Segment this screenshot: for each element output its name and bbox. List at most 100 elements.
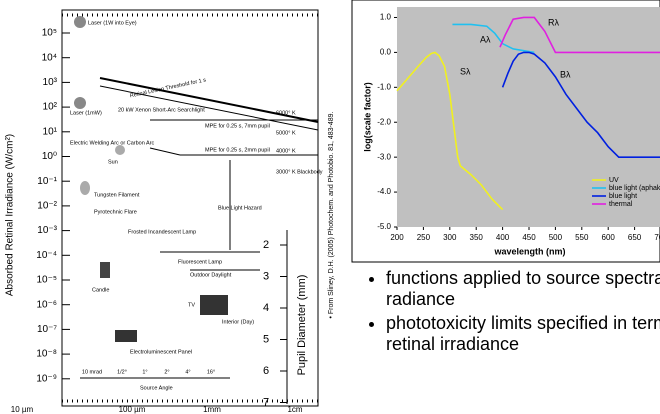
y-tick-label: -3.0	[377, 152, 391, 161]
x-tick-label: 350	[470, 233, 484, 242]
x-tick-label: 300	[443, 233, 457, 242]
y-tick-label: 10⁵	[42, 28, 57, 39]
series-line	[452, 23, 535, 54]
bullets: functions applied to source spectral rad…	[366, 268, 660, 358]
pupil-tick-label: 5	[263, 333, 269, 345]
y-tick-label: 10⁻⁹	[36, 373, 57, 384]
x-tick-label: 550	[575, 233, 589, 242]
figure-label: Electric Welding Arc or Carbon Arc	[70, 140, 155, 146]
figure-label: Fluorescent Lamp	[178, 259, 222, 265]
x-tick-label: 600	[602, 233, 616, 242]
icon	[74, 16, 86, 28]
y-tick-label: 10⁻⁴	[36, 250, 57, 261]
angle-label: 2°	[164, 369, 169, 375]
figure-label: MPE for 0.25 s, 2mm pupil	[205, 147, 270, 153]
pupil-tick-label: 4	[263, 302, 269, 314]
icon	[200, 295, 228, 315]
figure-label: Laser (1mW)	[70, 110, 102, 116]
citation: • From Sliney, D.H. (2005) Photochem. an…	[328, 111, 335, 318]
pupil-tick-label: 7	[263, 396, 269, 408]
figure-label: 6000° K	[276, 110, 296, 116]
icon	[80, 181, 90, 195]
pupil-tick-label: 2	[263, 239, 269, 251]
legend-label: thermal	[609, 201, 633, 208]
y-tick-label: 10⁻⁷	[37, 324, 57, 335]
figure-label: 3000° K Blackbody	[276, 169, 323, 175]
angle-label: 1°	[142, 369, 147, 375]
bullet: phototoxicity limits specified in terms …	[386, 313, 660, 355]
figure-label: TV	[188, 302, 195, 308]
figure-label: Outdoor Daylight	[190, 272, 232, 278]
y-tick-label: -2.0	[377, 117, 391, 126]
angle-label: 10 mrad	[82, 369, 102, 375]
y-tick-label: 0.0	[380, 48, 392, 57]
pupil-label: Pupil Diameter (mm)	[296, 275, 308, 376]
x-axis-label: wavelength (nm)	[493, 246, 565, 256]
icon	[100, 262, 110, 278]
legend-label: UV	[609, 177, 619, 184]
y-tick-label: 1.0	[380, 13, 392, 22]
x-tick-label: 500	[549, 233, 563, 242]
figure-label: Sun	[108, 159, 118, 165]
y-tick-label: -1.0	[377, 82, 391, 91]
figure-label: Laser (1W into Eye)	[88, 20, 137, 26]
icon	[74, 97, 86, 109]
figure-label: Interior (Day)	[222, 319, 254, 325]
threshold-line	[99, 85, 319, 131]
figure-label: Electroluminescent Panel	[130, 349, 192, 355]
curve-tag: Rλ	[548, 17, 559, 27]
x-tick-label: 700	[654, 233, 660, 242]
series-line	[499, 16, 660, 54]
figure-frame	[61, 9, 319, 407]
y-tick-label: 10⁻⁸	[36, 349, 57, 360]
figure-label: 4000° K	[276, 148, 296, 154]
y-tick-label: 10⁻⁵	[36, 275, 57, 286]
curve-tag: Aλ	[480, 34, 491, 44]
legend-label: blue light (aphakic)	[609, 185, 660, 192]
y-tick-label: 10³	[43, 77, 58, 88]
y-tick-label: 10⁻¹	[37, 176, 57, 187]
y-tick-label: 10¹	[43, 126, 58, 137]
figure-label: Source Angle	[140, 385, 173, 391]
x-tick-label: 650	[628, 233, 642, 242]
figure-label: Blue Light Hazard	[218, 205, 262, 211]
x-tick-label: 100 µm	[119, 405, 146, 414]
curve-tag: Bλ	[560, 69, 571, 79]
figure-label: Pyrotechnic Flare	[94, 209, 137, 215]
series-line	[396, 51, 504, 211]
x-tick-label: 450	[522, 233, 536, 242]
x-tick-label: 200	[390, 233, 404, 242]
mpe-line	[149, 147, 181, 156]
pupil-tick-label: 6	[263, 365, 269, 377]
y-tick-label: 10⁻³	[37, 225, 57, 236]
icon	[115, 145, 125, 155]
figure-label: 5000° K	[276, 130, 296, 136]
y-tick-label: 10⁻²	[37, 201, 57, 212]
y-tick-label: 10⁰	[42, 151, 57, 162]
x-tick-label: 400	[496, 233, 510, 242]
figure-label: 20 kW Xenon Short-Arc Searchlight	[118, 107, 205, 113]
figure-label: Candle	[92, 287, 109, 293]
y-tick-label: 10⁴	[42, 52, 57, 63]
icon	[115, 330, 137, 342]
curve-tag: Sλ	[460, 66, 471, 76]
y-tick-label: -4.0	[377, 187, 391, 196]
y-tick-label: 10⁻⁶	[36, 299, 57, 310]
y-tick-label: 10²	[43, 102, 58, 113]
angle-label: 4°	[185, 369, 190, 375]
angle-label: 16°	[207, 369, 215, 375]
figure-label: MPE for 0.25 s, 7mm pupil	[205, 123, 270, 129]
plot-area	[397, 7, 660, 227]
y-tick-label: -5.0	[377, 222, 391, 231]
angle-label: 1/2°	[117, 369, 127, 375]
y-axis-label: Absorbed Retinal Irradiance (W/cm²)	[5, 134, 16, 296]
figure-label: Frosted Incandescent Lamp	[128, 229, 196, 235]
legend-label: blue light	[609, 193, 637, 200]
bullet: functions applied to source spectral rad…	[386, 268, 660, 310]
pupil-tick-label: 3	[263, 270, 269, 282]
figure-label: Tungsten Filament	[94, 192, 140, 198]
x-tick-label: 1cm	[287, 405, 302, 414]
y-axis-label: log(scale factor)	[362, 82, 372, 152]
